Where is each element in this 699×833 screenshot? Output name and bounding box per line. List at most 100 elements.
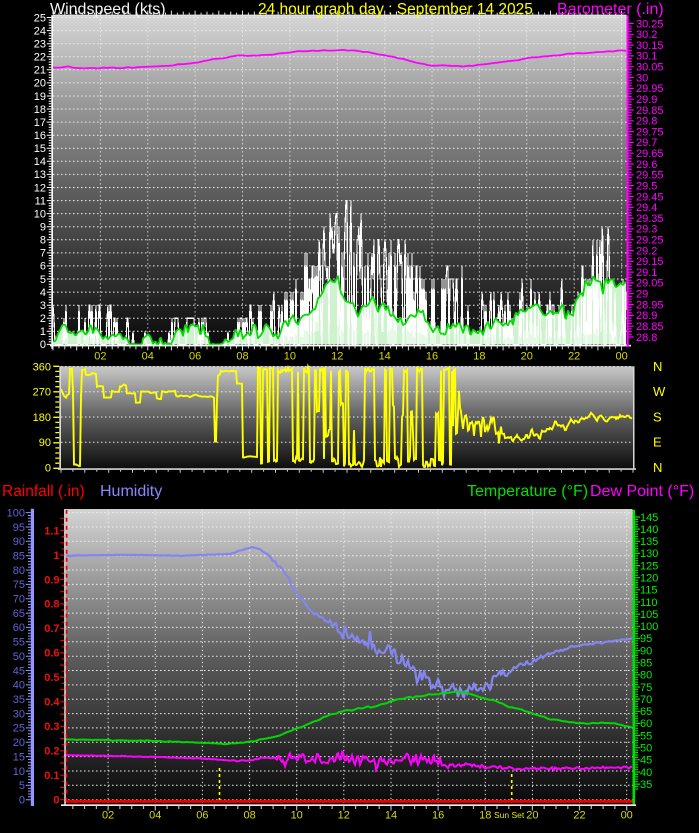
svg-text:Humidity: Humidity bbox=[100, 483, 162, 500]
svg-text:65: 65 bbox=[13, 608, 25, 620]
svg-text:80: 80 bbox=[13, 565, 25, 577]
svg-text:24 hour graph day : September: 24 hour graph day : September 14 2025 bbox=[258, 1, 533, 18]
svg-text:29.15: 29.15 bbox=[636, 256, 664, 268]
svg-text:30.05: 30.05 bbox=[636, 62, 664, 74]
svg-text:0.2: 0.2 bbox=[44, 746, 59, 758]
svg-text:10: 10 bbox=[291, 810, 303, 822]
svg-text:29: 29 bbox=[636, 289, 648, 301]
svg-text:10: 10 bbox=[34, 208, 46, 220]
svg-text:30.15: 30.15 bbox=[636, 40, 664, 52]
svg-text:90: 90 bbox=[640, 645, 652, 657]
svg-text:08: 08 bbox=[243, 810, 255, 822]
svg-text:30: 30 bbox=[636, 72, 648, 84]
svg-text:12: 12 bbox=[34, 182, 46, 194]
svg-text:16: 16 bbox=[432, 810, 444, 822]
svg-text:40: 40 bbox=[13, 680, 25, 692]
svg-text:0: 0 bbox=[45, 462, 51, 474]
svg-text:11: 11 bbox=[35, 195, 46, 207]
svg-text:Barometer (.in): Barometer (.in) bbox=[557, 1, 664, 18]
svg-text:22: 22 bbox=[568, 351, 580, 363]
svg-text:3: 3 bbox=[40, 300, 46, 312]
svg-text:02: 02 bbox=[94, 351, 106, 363]
svg-text:55: 55 bbox=[640, 730, 652, 742]
svg-text:29.4: 29.4 bbox=[636, 202, 657, 214]
svg-text:29.65: 29.65 bbox=[636, 148, 664, 160]
svg-text:17: 17 bbox=[34, 117, 46, 129]
svg-text:75: 75 bbox=[13, 579, 25, 591]
svg-text:2: 2 bbox=[40, 313, 46, 325]
svg-text:0.8: 0.8 bbox=[44, 599, 59, 611]
svg-text:60: 60 bbox=[640, 718, 652, 730]
svg-text:110: 110 bbox=[640, 597, 658, 609]
svg-text:30: 30 bbox=[13, 708, 25, 720]
svg-text:04: 04 bbox=[149, 810, 161, 822]
svg-text:1.1: 1.1 bbox=[44, 525, 59, 537]
svg-text:140: 140 bbox=[640, 524, 658, 536]
svg-text:45: 45 bbox=[13, 665, 25, 677]
svg-text:30.2: 30.2 bbox=[636, 29, 657, 41]
svg-text:N: N bbox=[653, 460, 662, 475]
svg-text:145: 145 bbox=[640, 512, 658, 524]
svg-text:14: 14 bbox=[34, 156, 46, 168]
svg-text:0.6: 0.6 bbox=[44, 648, 59, 660]
svg-text:35: 35 bbox=[640, 779, 652, 791]
svg-text:29.5: 29.5 bbox=[636, 180, 657, 192]
svg-text:28.85: 28.85 bbox=[636, 321, 664, 333]
svg-text:0: 0 bbox=[53, 795, 59, 807]
svg-text:0.4: 0.4 bbox=[44, 697, 60, 709]
svg-text:7: 7 bbox=[40, 248, 46, 260]
svg-text:29.1: 29.1 bbox=[636, 267, 657, 279]
svg-text:55: 55 bbox=[13, 637, 25, 649]
svg-text:9: 9 bbox=[40, 222, 46, 234]
svg-text:0.9: 0.9 bbox=[44, 574, 59, 586]
svg-text:Temperature (°F): Temperature (°F) bbox=[467, 483, 588, 500]
svg-text:06: 06 bbox=[189, 351, 201, 363]
svg-text:29.85: 29.85 bbox=[636, 105, 664, 117]
svg-text:18: 18 bbox=[34, 104, 46, 116]
svg-text:270: 270 bbox=[33, 387, 51, 399]
svg-text:35: 35 bbox=[13, 694, 25, 706]
svg-text:0.1: 0.1 bbox=[44, 770, 59, 782]
svg-text:28.8: 28.8 bbox=[636, 332, 657, 344]
svg-text:5: 5 bbox=[19, 780, 25, 792]
svg-text:02: 02 bbox=[102, 810, 114, 822]
svg-text:29.05: 29.05 bbox=[636, 278, 664, 290]
svg-text:29.35: 29.35 bbox=[636, 213, 664, 225]
svg-text:65: 65 bbox=[640, 706, 652, 718]
svg-text:10: 10 bbox=[13, 766, 25, 778]
svg-text:75: 75 bbox=[640, 682, 652, 694]
svg-text:8: 8 bbox=[40, 235, 46, 247]
svg-text:70: 70 bbox=[640, 694, 652, 706]
svg-text:360: 360 bbox=[33, 361, 51, 373]
svg-text:30.1: 30.1 bbox=[636, 51, 657, 63]
svg-text:19: 19 bbox=[34, 91, 46, 103]
svg-text:21: 21 bbox=[34, 65, 46, 77]
svg-text:00: 00 bbox=[621, 810, 633, 822]
svg-text:15: 15 bbox=[13, 751, 25, 763]
svg-text:1: 1 bbox=[53, 550, 59, 562]
svg-text:135: 135 bbox=[640, 536, 658, 548]
svg-text:29.75: 29.75 bbox=[636, 126, 664, 138]
svg-text:Dew Point (°F): Dew Point (°F) bbox=[590, 483, 694, 500]
svg-text:W: W bbox=[653, 384, 666, 399]
svg-text:15: 15 bbox=[34, 143, 46, 155]
svg-text:60: 60 bbox=[13, 622, 25, 634]
svg-text:06: 06 bbox=[196, 810, 208, 822]
svg-text:29.7: 29.7 bbox=[636, 137, 657, 149]
svg-text:29.9: 29.9 bbox=[636, 94, 657, 106]
svg-text:30.25: 30.25 bbox=[636, 18, 664, 30]
svg-text:22: 22 bbox=[573, 810, 585, 822]
svg-text:20: 20 bbox=[526, 810, 538, 822]
svg-text:08: 08 bbox=[236, 351, 248, 363]
svg-text:28.9: 28.9 bbox=[636, 310, 657, 322]
svg-text:0: 0 bbox=[19, 795, 25, 807]
svg-text:23: 23 bbox=[34, 39, 46, 51]
svg-text:04: 04 bbox=[142, 351, 154, 363]
svg-text:29.6: 29.6 bbox=[636, 159, 657, 171]
svg-text:85: 85 bbox=[640, 658, 652, 670]
svg-text:85: 85 bbox=[13, 551, 25, 563]
svg-text:12: 12 bbox=[331, 351, 343, 363]
svg-text:50: 50 bbox=[13, 651, 25, 663]
svg-text:0.5: 0.5 bbox=[44, 672, 59, 684]
svg-text:14: 14 bbox=[385, 810, 397, 822]
